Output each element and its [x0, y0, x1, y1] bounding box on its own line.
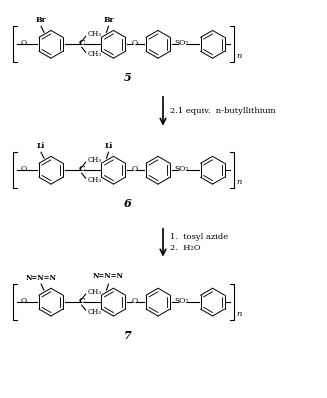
Text: O: O — [131, 297, 137, 305]
Text: 6: 6 — [123, 198, 131, 209]
Text: Br: Br — [36, 16, 46, 24]
Text: 2.1 equiv.  n-butyllithium: 2.1 equiv. n-butyllithium — [170, 107, 276, 115]
Text: O: O — [131, 39, 137, 47]
Text: C: C — [78, 165, 85, 173]
Text: Li: Li — [37, 142, 45, 150]
Text: n: n — [236, 310, 242, 318]
Text: CH₃: CH₃ — [88, 308, 102, 316]
Text: Li: Li — [104, 142, 113, 150]
Text: CH₃: CH₃ — [88, 288, 102, 296]
Text: O: O — [131, 165, 137, 173]
Text: O: O — [20, 165, 26, 173]
Text: 7: 7 — [123, 330, 131, 341]
Text: O: O — [20, 39, 26, 47]
Text: N=N=N: N=N=N — [26, 274, 57, 282]
Text: CH₃: CH₃ — [88, 156, 102, 164]
Text: C: C — [78, 297, 85, 305]
Text: SO₂: SO₂ — [175, 297, 189, 305]
Text: CH₃: CH₃ — [88, 30, 102, 39]
Text: n: n — [236, 178, 242, 186]
Text: N=N=N: N=N=N — [93, 272, 124, 280]
Text: 5: 5 — [123, 72, 131, 83]
Text: 1.  tosyl azide: 1. tosyl azide — [170, 233, 228, 241]
Text: CH₃: CH₃ — [88, 176, 102, 184]
Text: SO₂: SO₂ — [175, 165, 189, 173]
Text: SO₂: SO₂ — [175, 39, 189, 47]
Text: Br: Br — [103, 16, 114, 24]
Text: 2.  H₂O: 2. H₂O — [170, 244, 200, 252]
Text: CH₃: CH₃ — [88, 50, 102, 58]
Text: C: C — [78, 39, 85, 47]
Text: n: n — [236, 52, 242, 60]
Text: O: O — [20, 297, 26, 305]
